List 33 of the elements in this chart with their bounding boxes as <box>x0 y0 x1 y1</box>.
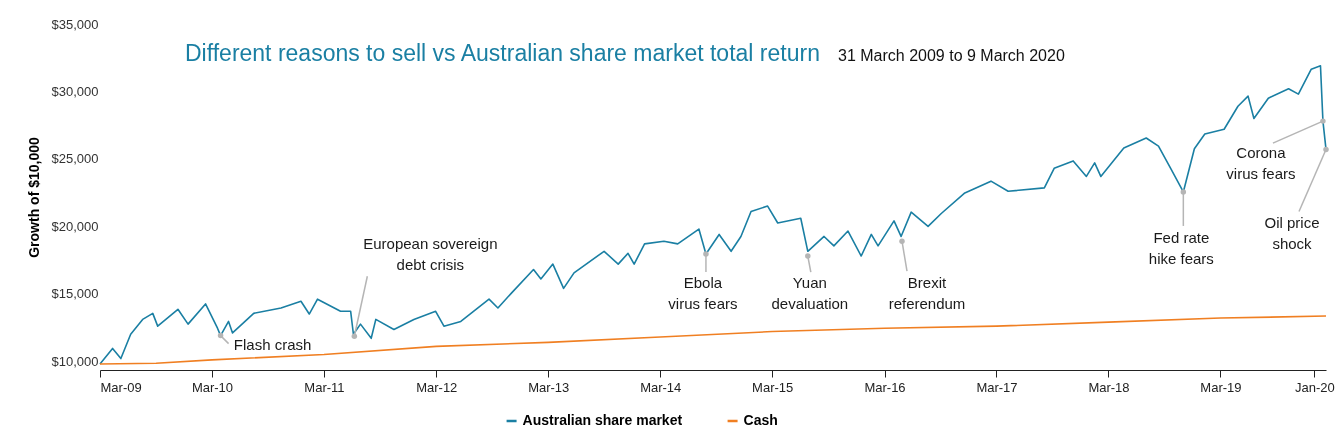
x-tick-label: Mar-10 <box>191 379 234 395</box>
y-tick-label: $30,000 <box>51 83 99 99</box>
y-tick-label: $20,000 <box>51 218 99 234</box>
x-tick-label: Jan-20 <box>1294 379 1335 395</box>
y-tick-label: $15,000 <box>51 286 99 302</box>
line-series <box>99 65 1327 365</box>
y-tick-label: $10,000 <box>51 353 99 369</box>
x-tick-label: Mar-12 <box>416 379 458 395</box>
annotation: Ebola virus fears <box>668 273 738 312</box>
x-tick-label: Mar-17 <box>976 379 1018 395</box>
x-tick-label: Mar-19 <box>1200 379 1242 395</box>
annotation: Fed rate hike fears <box>1148 228 1214 267</box>
legend-label: Australian share market <box>522 412 683 428</box>
annotation: Brexit referendum <box>888 274 966 313</box>
x-tick-label: Mar-18 <box>1088 379 1130 395</box>
y-axis-title: Growth of $10,000 <box>25 136 42 258</box>
x-tick-label: Mar-16 <box>864 379 906 395</box>
x-tick-label: Mar-11 <box>304 379 345 395</box>
x-tick-label: Mar-14 <box>640 379 682 395</box>
text: Different reasons to sell vs Australian share market total return <box>185 40 820 66</box>
x-tick-label: Mar-15 <box>752 379 794 395</box>
y-tick-label: $25,000 <box>51 151 99 167</box>
annotation: Flash crash <box>233 335 312 353</box>
annotation: Oil price shock <box>1264 214 1320 253</box>
text: 31 March 2009 to 9 March 2020 <box>838 47 1065 64</box>
annotation: European sovereign debt crisis <box>363 235 498 274</box>
x-tick-label: Mar-13 <box>528 379 570 395</box>
x-tick-label: Mar-09 <box>100 379 142 395</box>
annotation: Corona virus fears <box>1226 144 1296 183</box>
annotation: Yuan devaluation <box>771 274 849 313</box>
y-tick-label: $35,000 <box>51 16 99 32</box>
line-series <box>99 315 1327 365</box>
legend-label: Cash <box>743 412 778 428</box>
